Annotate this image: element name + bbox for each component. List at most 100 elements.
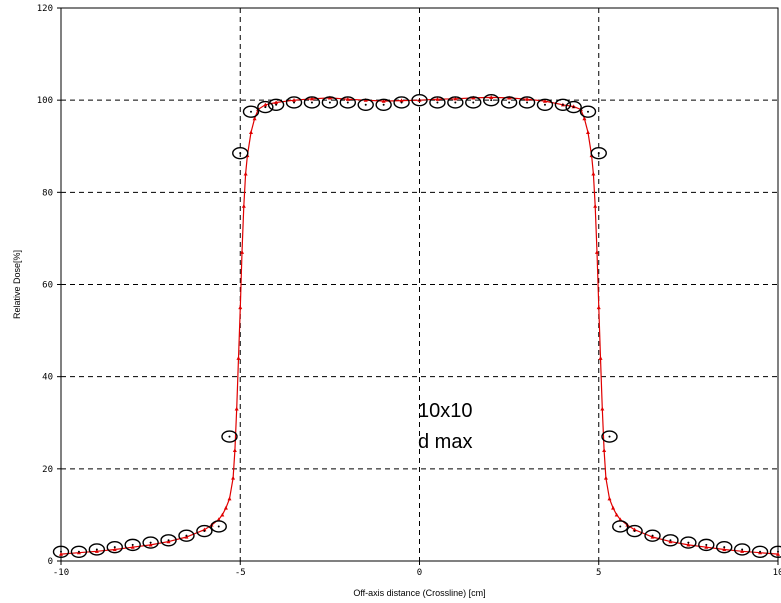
measured-point xyxy=(489,95,494,100)
calculated-point xyxy=(303,96,321,109)
calculated-point-center xyxy=(741,548,744,551)
measured-point xyxy=(594,250,599,254)
x-tick-label: -5 xyxy=(235,568,246,578)
x-axis-label: Off-axis distance (Crossline) [cm] xyxy=(353,588,485,598)
measured-point xyxy=(591,171,596,176)
calculated-point-center xyxy=(418,99,421,102)
y-tick-label: 60 xyxy=(42,281,53,291)
calculated-point-center xyxy=(217,525,220,528)
calculated-point xyxy=(590,146,607,160)
calculated-point xyxy=(196,524,213,538)
measured-point xyxy=(309,96,314,101)
calculated-point xyxy=(375,98,392,111)
measured-point xyxy=(435,97,440,101)
calculated-point xyxy=(232,146,249,160)
y-tick-label: 100 xyxy=(37,96,53,106)
calculated-point xyxy=(52,545,70,558)
calculated-point-center xyxy=(608,435,611,438)
measured-point xyxy=(148,542,153,547)
calculated-point-center xyxy=(239,152,242,155)
calculated-point xyxy=(242,105,260,118)
annotation-depth: d max xyxy=(418,431,472,453)
calculated-point-center xyxy=(328,101,331,104)
calculated-series xyxy=(52,93,781,558)
calculated-point xyxy=(733,543,751,556)
calculated-point-center xyxy=(346,101,349,104)
measured-point xyxy=(234,406,239,411)
calculated-point xyxy=(124,538,141,552)
calculated-point xyxy=(393,96,410,109)
calculated-point xyxy=(680,536,697,549)
measured-point xyxy=(600,406,605,411)
measured-point xyxy=(686,542,691,547)
calculated-point xyxy=(554,98,572,111)
measured-point xyxy=(607,496,612,501)
y-tick-label: 120 xyxy=(37,4,53,14)
measured-point xyxy=(650,534,655,539)
measured-point xyxy=(112,547,117,552)
measured-point xyxy=(184,534,189,539)
calculated-point xyxy=(257,100,274,114)
measured-point xyxy=(602,448,607,452)
measured-point xyxy=(582,116,587,121)
measured-point xyxy=(740,549,745,553)
measured-point xyxy=(618,517,623,522)
measured-point xyxy=(611,505,616,510)
measured-point xyxy=(202,527,207,532)
calculated-point xyxy=(267,98,285,111)
calculated-point xyxy=(447,96,464,109)
measured-point xyxy=(598,356,603,360)
calculated-point-center xyxy=(669,539,672,542)
calculated-point xyxy=(321,96,339,109)
measured-point xyxy=(240,250,245,254)
calculated-point-center xyxy=(777,550,779,553)
measured-point xyxy=(216,517,221,522)
measured-point xyxy=(241,203,246,208)
calculated-point-center xyxy=(572,106,575,109)
calculated-point xyxy=(465,96,482,109)
calculated-point-center xyxy=(633,530,636,533)
calculated-point-center xyxy=(400,101,403,104)
x-tick-label: -10 xyxy=(53,568,69,578)
grid-lines xyxy=(61,8,778,561)
calculated-point xyxy=(644,529,661,542)
measured-point xyxy=(94,549,99,553)
y-tick-label: 80 xyxy=(42,188,53,198)
calculated-point-center xyxy=(561,103,564,106)
calculated-point xyxy=(285,96,303,109)
calculated-point-center xyxy=(167,539,170,542)
calculated-point xyxy=(106,540,123,554)
calculated-point-center xyxy=(113,546,116,549)
calculated-point-center xyxy=(228,435,231,438)
measured-point xyxy=(249,130,254,135)
calculated-point xyxy=(221,430,238,443)
calculated-point-center xyxy=(203,530,206,533)
calculated-point xyxy=(751,545,769,558)
measured-point xyxy=(603,475,608,480)
calculated-point xyxy=(357,98,374,111)
measured-point xyxy=(274,100,279,105)
calculated-point xyxy=(142,536,159,549)
annotation-field-size: 10x10 xyxy=(418,400,473,422)
measured-point xyxy=(542,98,547,103)
y-tick-label: 20 xyxy=(42,465,53,475)
calculated-point-center xyxy=(185,534,188,537)
calculated-point-center xyxy=(454,101,457,104)
y-axis-label: Relative Dose[%] xyxy=(12,250,22,319)
y-tick-label: 0 xyxy=(48,557,53,567)
calculated-point-center xyxy=(95,548,98,551)
calculated-point-center xyxy=(60,550,62,553)
calculated-point-center xyxy=(705,543,708,546)
measured-point xyxy=(399,98,404,103)
calculated-point-center xyxy=(759,550,762,553)
calculated-point xyxy=(601,430,618,443)
measured-point xyxy=(453,96,458,101)
calculated-point xyxy=(518,96,536,109)
measured-point xyxy=(704,544,709,549)
calculated-point xyxy=(612,520,629,533)
measured-point xyxy=(243,171,248,176)
calculated-point xyxy=(626,524,643,538)
calculated-point-center xyxy=(149,541,152,544)
